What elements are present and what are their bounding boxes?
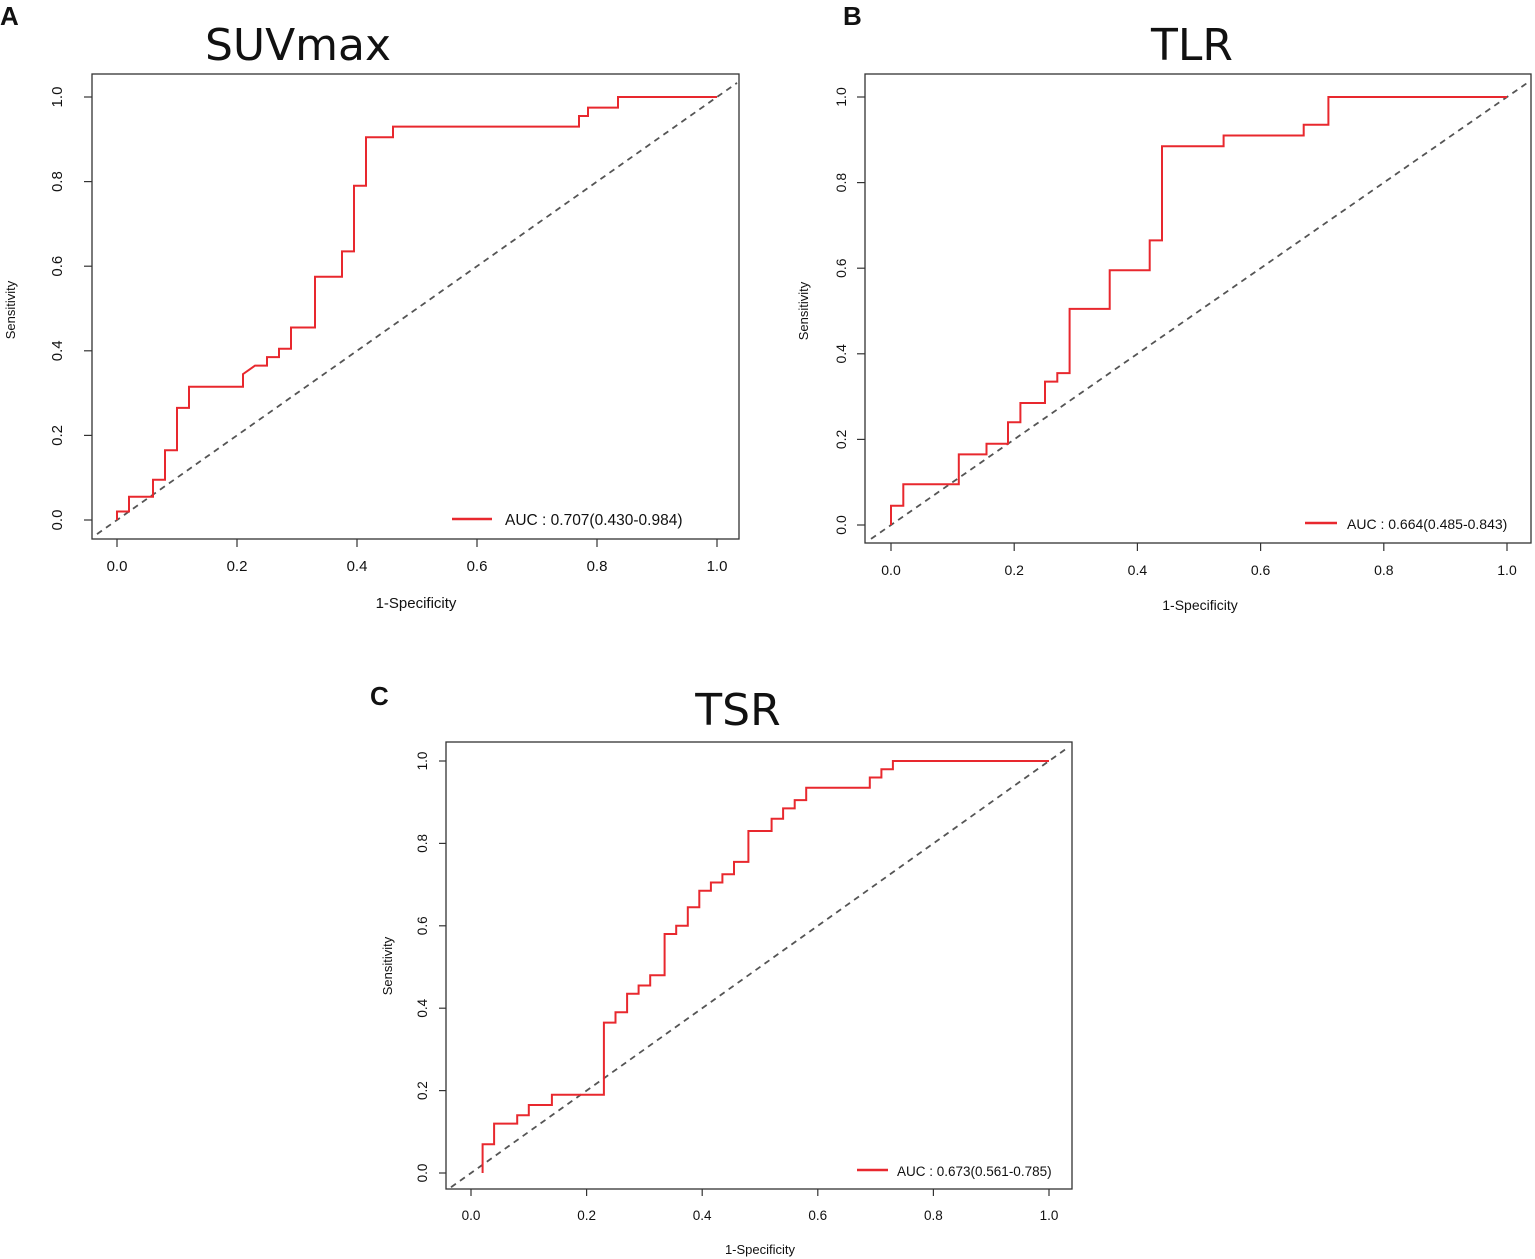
x-axis-label: 1-Specificity [376, 595, 457, 612]
panel-a-suvmax: A SUVmax 0.0 0.2 0.4 0.6 0.8 1.0 0.0 0.2 0.4 0.6… [0, 1, 740, 612]
y-tick-label: 0.2 [415, 1081, 430, 1100]
x-tick-label: 0.0 [107, 558, 128, 575]
plot-frame [864, 73, 1532, 544]
x-tick-label: 0.6 [467, 558, 488, 575]
roc-curve-suvmax [116, 96, 717, 520]
roc-curve-tlr [890, 96, 1507, 525]
x-tick-label: 0.4 [347, 558, 368, 575]
x-tick-label: 0.8 [924, 1208, 943, 1223]
legend-auc-text: AUC : 0.707(0.430-0.984) [505, 512, 683, 529]
x-tick-label: 0.6 [808, 1208, 827, 1223]
panel-letter-a: A [0, 1, 19, 31]
y-tick-label: 0.6 [415, 916, 430, 935]
chart-title-tlr: TLR [1150, 20, 1233, 71]
reference-diagonal [96, 82, 738, 535]
y-tick-label: 0.0 [49, 510, 66, 531]
y-axis-label: Sensitivity [3, 280, 18, 339]
x-tick-group: 0.0 0.2 0.4 0.6 0.8 1.0 [881, 543, 1517, 578]
y-tick-label: 0.4 [415, 998, 430, 1017]
x-tick-label: 0.2 [577, 1208, 596, 1223]
y-tick-label: 0.2 [833, 429, 849, 449]
x-tick-label: 0.8 [1374, 562, 1394, 578]
y-tick-label: 0.8 [415, 834, 430, 853]
y-axis-label: Sensitivity [380, 936, 395, 995]
reference-diagonal [450, 746, 1070, 1188]
x-tick-label: 0.2 [227, 558, 248, 575]
roc-curve-tsr [481, 760, 1049, 1173]
x-tick-label: 0.4 [693, 1208, 712, 1223]
x-tick-label: 0.4 [1128, 562, 1148, 578]
y-tick-label: 0.4 [833, 344, 849, 364]
x-tick-group: 0.0 0.2 0.4 0.6 0.8 1.0 [107, 539, 728, 575]
x-tick-label: 0.0 [881, 562, 901, 578]
y-axis-label: Sensitivity [796, 281, 811, 340]
y-tick-label: 0.0 [833, 515, 849, 535]
plot-frame [91, 73, 740, 540]
legend-auc-text: AUC : 0.664(0.485-0.843) [1347, 516, 1507, 532]
reference-diagonal [870, 82, 1528, 540]
y-tick-label: 0.2 [49, 425, 66, 446]
y-tick-label: 0.8 [49, 171, 66, 192]
y-tick-label: 0.8 [833, 173, 849, 193]
panel-letter-b: B [843, 1, 862, 31]
panel-c-tsr: C TSR 0.0 0.2 0.4 0.6 0.8 1.0 0.0 0.2 0.4 0.6 0.8… [370, 681, 1073, 1257]
y-tick-label: 1.0 [833, 87, 849, 107]
plot-frame [445, 741, 1073, 1190]
x-tick-label: 0.6 [1251, 562, 1271, 578]
x-tick-group: 0.0 0.2 0.4 0.6 0.8 1.0 [462, 1189, 1059, 1223]
y-tick-label: 0.6 [833, 258, 849, 278]
y-tick-group: 0.0 0.2 0.4 0.6 0.8 1.0 [415, 752, 446, 1183]
x-tick-label: 1.0 [707, 558, 728, 575]
panel-letter-c: C [370, 681, 389, 711]
y-tick-group: 0.0 0.2 0.4 0.6 0.8 1.0 [49, 87, 92, 531]
y-tick-group: 0.0 0.2 0.4 0.6 0.8 1.0 [833, 87, 865, 535]
x-tick-label: 0.8 [587, 558, 608, 575]
chart-title-tsr: TSR [694, 685, 780, 736]
y-tick-label: 1.0 [49, 87, 66, 108]
legend-auc-text: AUC : 0.673(0.561-0.785) [897, 1164, 1052, 1179]
x-axis-label: 1-Specificity [1162, 597, 1237, 613]
panel-b-tlr: B TLR 0.0 0.2 0.4 0.6 0.8 1.0 0.0 0.2 0.4 0.6 0.8… [796, 1, 1532, 613]
x-tick-label: 0.0 [462, 1208, 481, 1223]
x-tick-label: 0.2 [1004, 562, 1024, 578]
chart-title-suvmax: SUVmax [205, 20, 391, 71]
y-tick-label: 1.0 [415, 752, 430, 771]
y-tick-label: 0.4 [49, 340, 66, 361]
y-tick-label: 0.0 [415, 1164, 430, 1183]
x-axis-label: 1-Specificity [725, 1242, 796, 1257]
x-tick-label: 1.0 [1040, 1208, 1059, 1223]
x-tick-label: 1.0 [1497, 562, 1517, 578]
y-tick-label: 0.6 [49, 256, 66, 277]
